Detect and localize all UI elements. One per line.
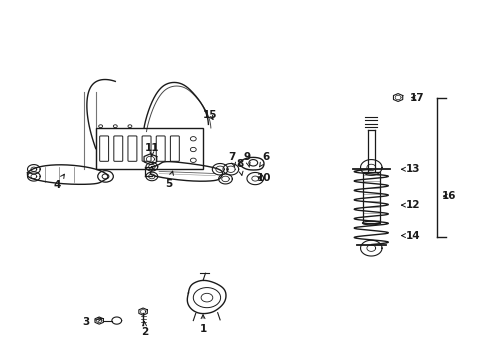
Text: 16: 16 — [441, 191, 456, 201]
Text: 2: 2 — [141, 321, 148, 337]
Text: 3: 3 — [82, 317, 102, 327]
Text: 1: 1 — [199, 315, 206, 334]
Text: 11: 11 — [144, 143, 159, 156]
Text: 4: 4 — [53, 174, 64, 190]
Text: 5: 5 — [165, 171, 173, 189]
Text: 15: 15 — [203, 111, 217, 121]
Text: 9: 9 — [243, 152, 250, 167]
Text: 12: 12 — [401, 200, 419, 210]
Text: 10: 10 — [256, 173, 271, 183]
Text: 8: 8 — [236, 159, 243, 175]
Text: 14: 14 — [401, 231, 419, 240]
Text: 7: 7 — [228, 152, 236, 167]
Text: 17: 17 — [409, 93, 424, 103]
Text: 13: 13 — [401, 164, 419, 174]
Text: 6: 6 — [259, 152, 269, 167]
